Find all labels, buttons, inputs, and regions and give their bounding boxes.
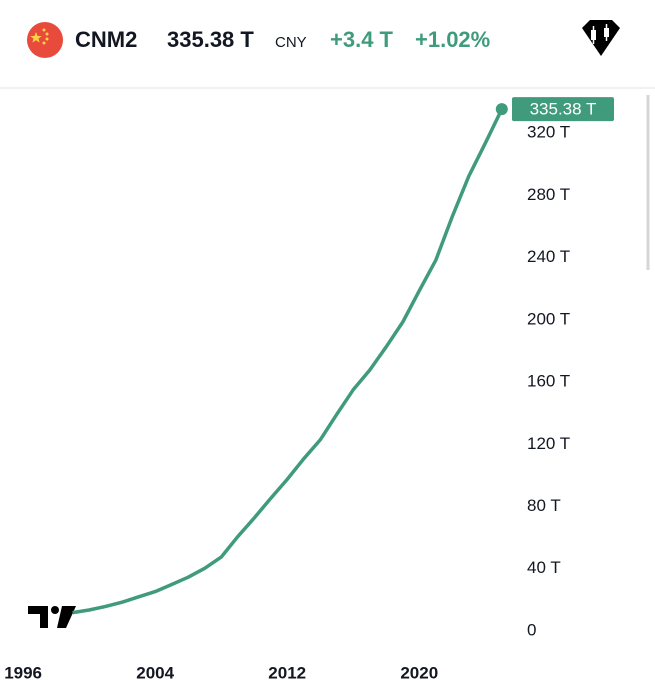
change-percent: +1.02% bbox=[415, 27, 490, 52]
x-tick-label: 2012 bbox=[268, 663, 306, 680]
y-tick-label: 280 T bbox=[527, 185, 570, 204]
y-tick-label: 240 T bbox=[527, 247, 570, 266]
flag bbox=[27, 22, 63, 58]
line bbox=[72, 108, 504, 615]
x-tick-label: 2020 bbox=[400, 663, 438, 680]
y-tick-label: 160 T bbox=[527, 372, 570, 391]
currency: CNY bbox=[275, 34, 307, 51]
y-tick-label: 120 T bbox=[527, 434, 570, 453]
tv-logo bbox=[28, 606, 76, 628]
price: 335.38 T bbox=[167, 27, 254, 52]
y-tick-label: 200 T bbox=[527, 309, 570, 328]
x-tick-label: 2004 bbox=[136, 663, 174, 680]
y-tick-label: 80 T bbox=[527, 496, 561, 515]
last-point bbox=[495, 103, 508, 116]
chart-type-icon[interactable] bbox=[582, 20, 620, 56]
x-tick-label: 1996 bbox=[4, 663, 42, 680]
symbol: CNM2 bbox=[75, 27, 137, 52]
last-value-label: 335.38 T bbox=[530, 100, 597, 119]
last-value-badge bbox=[512, 97, 614, 122]
y-tick-label: 40 T bbox=[527, 558, 561, 577]
change: +3.4 T bbox=[330, 27, 394, 52]
y-tick-label: 0 bbox=[527, 620, 536, 639]
y-tick-label: 320 T bbox=[527, 123, 570, 142]
